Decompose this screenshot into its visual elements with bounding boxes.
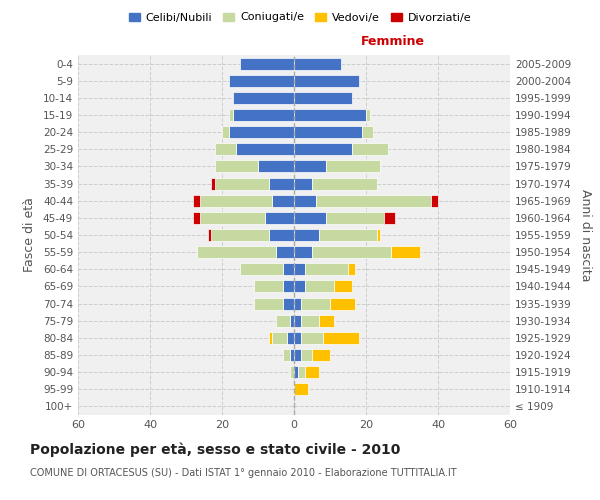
Bar xyxy=(294,212,326,224)
Bar xyxy=(197,246,276,258)
Bar xyxy=(200,212,265,224)
Bar xyxy=(312,349,330,361)
Bar xyxy=(305,280,334,292)
Bar xyxy=(301,349,312,361)
Bar xyxy=(290,314,294,326)
Bar xyxy=(276,314,290,326)
Text: Femmine: Femmine xyxy=(361,35,425,48)
Bar xyxy=(319,229,377,241)
Text: Popolazione per età, sesso e stato civile - 2010: Popolazione per età, sesso e stato civil… xyxy=(30,442,400,457)
Bar xyxy=(290,349,294,361)
Bar xyxy=(283,349,290,361)
Bar xyxy=(193,212,200,224)
Bar xyxy=(272,332,287,344)
Bar xyxy=(294,92,352,104)
Bar xyxy=(362,126,373,138)
Bar xyxy=(301,314,319,326)
Bar xyxy=(215,160,258,172)
Bar xyxy=(290,366,294,378)
Bar xyxy=(431,194,438,206)
Bar xyxy=(352,144,388,156)
Bar xyxy=(254,280,283,292)
Bar xyxy=(222,126,229,138)
Bar xyxy=(298,366,305,378)
Bar xyxy=(294,160,326,172)
Bar xyxy=(211,178,215,190)
Legend: Celibi/Nubili, Coniugati/e, Vedovi/e, Divorziati/e: Celibi/Nubili, Coniugati/e, Vedovi/e, Di… xyxy=(124,8,476,27)
Bar xyxy=(294,109,366,121)
Bar xyxy=(283,298,294,310)
Bar xyxy=(294,229,319,241)
Bar xyxy=(316,194,431,206)
Bar xyxy=(240,264,283,276)
Bar xyxy=(208,229,211,241)
Bar xyxy=(326,212,384,224)
Bar xyxy=(276,246,294,258)
Bar xyxy=(294,384,308,396)
Bar xyxy=(233,92,294,104)
Bar xyxy=(294,298,301,310)
Bar xyxy=(294,264,305,276)
Bar xyxy=(269,178,294,190)
Bar xyxy=(334,280,352,292)
Bar xyxy=(294,246,312,258)
Bar xyxy=(236,144,294,156)
Bar xyxy=(312,178,377,190)
Bar xyxy=(294,74,359,86)
Y-axis label: Fasce di età: Fasce di età xyxy=(23,198,36,272)
Bar xyxy=(312,246,391,258)
Bar xyxy=(384,212,395,224)
Bar xyxy=(193,194,200,206)
Bar xyxy=(323,332,359,344)
Bar xyxy=(283,264,294,276)
Bar xyxy=(326,160,380,172)
Bar xyxy=(233,109,294,121)
Bar xyxy=(258,160,294,172)
Y-axis label: Anni di nascita: Anni di nascita xyxy=(578,188,592,281)
Bar xyxy=(215,178,269,190)
Bar xyxy=(283,280,294,292)
Bar xyxy=(391,246,420,258)
Bar xyxy=(294,126,362,138)
Bar xyxy=(294,349,301,361)
Bar xyxy=(265,212,294,224)
Bar xyxy=(269,229,294,241)
Bar xyxy=(215,144,236,156)
Bar xyxy=(229,109,233,121)
Bar xyxy=(294,178,312,190)
Bar xyxy=(305,366,319,378)
Bar xyxy=(294,314,301,326)
Bar xyxy=(229,126,294,138)
Bar xyxy=(254,298,283,310)
Bar xyxy=(272,194,294,206)
Bar xyxy=(294,194,316,206)
Bar xyxy=(294,144,352,156)
Bar xyxy=(269,332,272,344)
Bar xyxy=(330,298,355,310)
Bar xyxy=(229,74,294,86)
Bar xyxy=(301,332,323,344)
Bar xyxy=(294,58,341,70)
Bar xyxy=(294,332,301,344)
Bar xyxy=(211,229,269,241)
Bar xyxy=(301,298,330,310)
Bar xyxy=(240,58,294,70)
Bar xyxy=(319,314,334,326)
Bar xyxy=(305,264,348,276)
Bar xyxy=(377,229,380,241)
Bar xyxy=(294,280,305,292)
Bar xyxy=(294,366,298,378)
Bar xyxy=(348,264,355,276)
Bar xyxy=(287,332,294,344)
Bar xyxy=(200,194,272,206)
Text: COMUNE DI ORTACESUS (SU) - Dati ISTAT 1° gennaio 2010 - Elaborazione TUTTITALIA.: COMUNE DI ORTACESUS (SU) - Dati ISTAT 1°… xyxy=(30,468,457,477)
Bar xyxy=(366,109,370,121)
